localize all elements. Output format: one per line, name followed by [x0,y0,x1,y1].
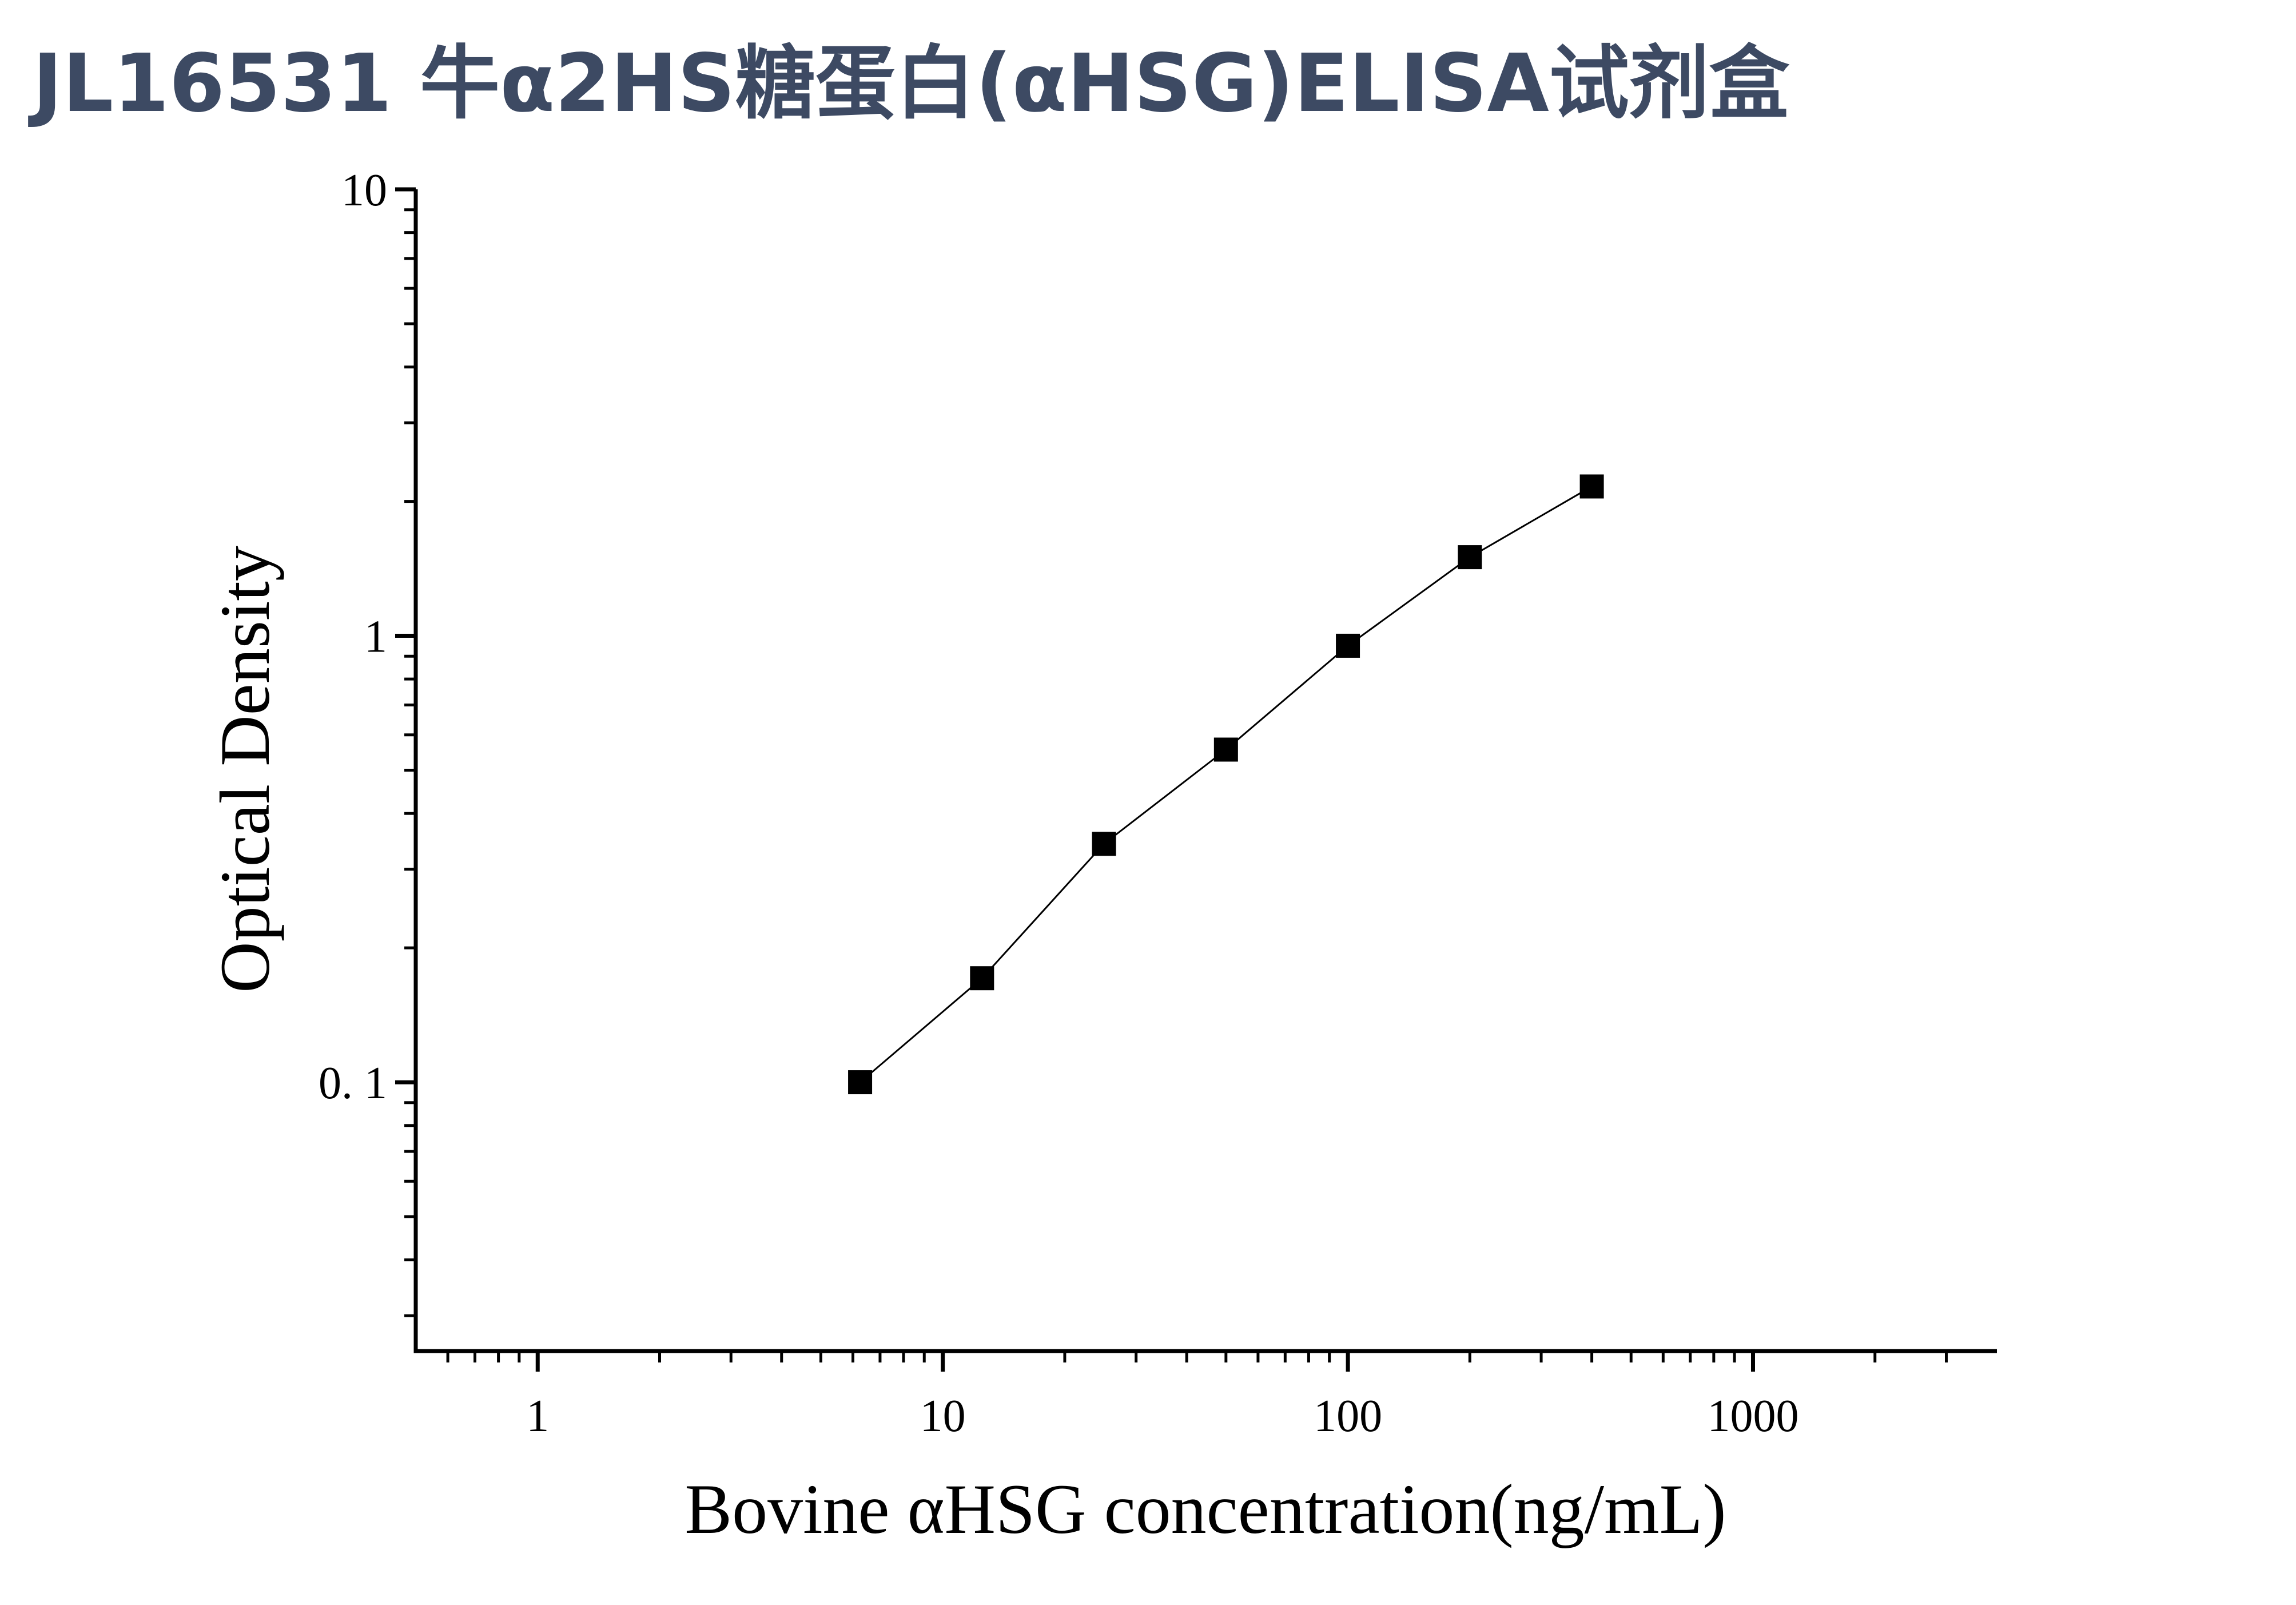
x-tick-label: 1 [526,1391,549,1441]
data-point [1458,545,1482,570]
x-axis-label: Bovine αHSG concentration(ng/mL) [685,1470,1726,1548]
fit-line [859,486,1593,1083]
data-point [1092,832,1116,856]
y-tick-label: 10 [341,165,387,216]
y-tick-label: 0. 1 [319,1058,387,1109]
x-tick-label: 1000 [1707,1391,1798,1441]
data-point [970,966,994,991]
data-point [848,1070,873,1095]
data-point [1579,474,1604,499]
y-tick-label: 1 [364,612,387,662]
x-tick-label: 100 [1314,1391,1382,1441]
data-point [1213,737,1238,762]
y-axis-label: Optical Density [206,546,284,993]
data-point [1336,633,1360,658]
chart-title: JL16531 牛α2HS糖蛋白(αHSG)ELISA试剂盒 [28,37,1790,130]
x-tick-label: 10 [920,1391,966,1441]
